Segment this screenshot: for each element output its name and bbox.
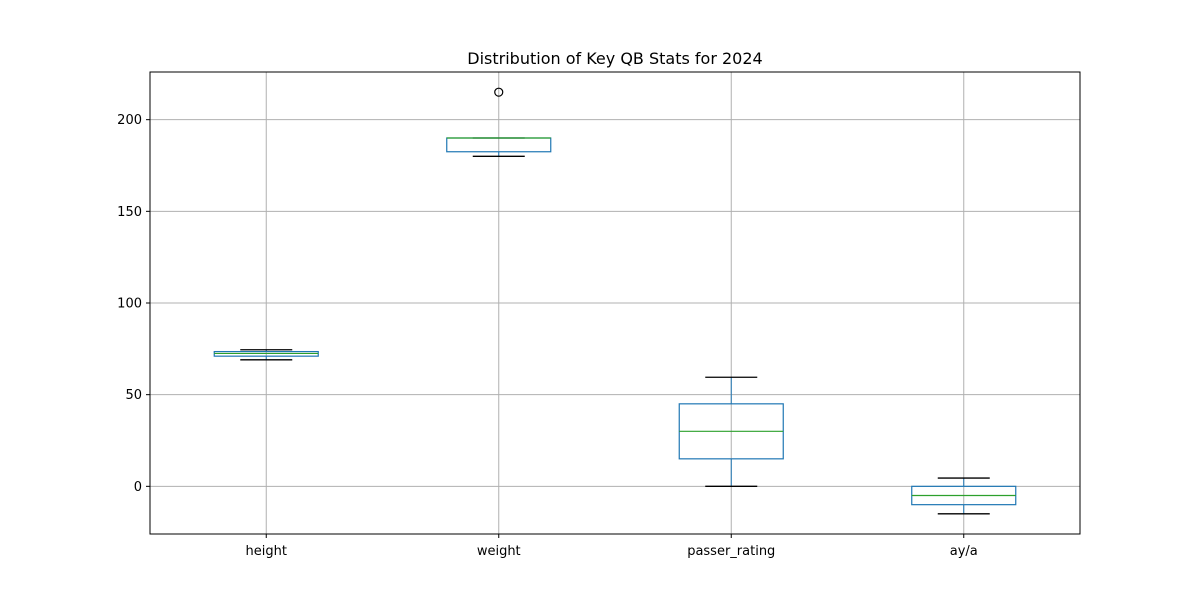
y-tick-label: 100: [117, 297, 142, 312]
x-tick-label: weight: [477, 544, 521, 559]
box-weight: [446, 87, 552, 157]
x-tick-label: ay/a: [950, 544, 978, 559]
box-passer-rating: [678, 376, 784, 487]
box-ay-a: [911, 477, 1017, 515]
x-tick-label: height: [246, 544, 287, 559]
grid-lines: [150, 72, 1080, 534]
box-series: [213, 87, 1017, 515]
y-tick-label: 150: [117, 205, 142, 220]
x-axis: height weight passer_rating ay/a: [246, 534, 978, 559]
y-tick-label: 50: [125, 388, 142, 403]
x-tick-label: passer_rating: [687, 544, 775, 559]
outlier-point: [494, 87, 504, 97]
box-height: [213, 349, 319, 361]
y-axis: 0 50 100 150 200: [117, 113, 150, 495]
y-tick-label: 200: [117, 113, 142, 128]
y-tick-label: 0: [134, 480, 142, 495]
chart-title: Distribution of Key QB Stats for 2024: [467, 49, 762, 68]
